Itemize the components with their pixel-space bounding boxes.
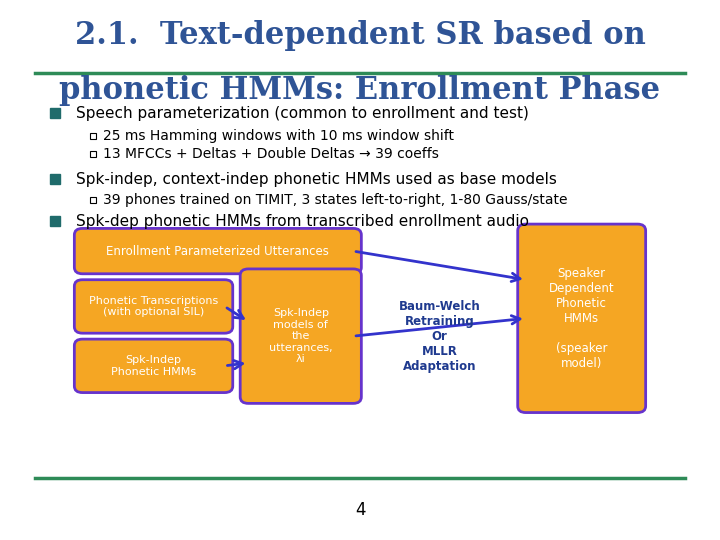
Text: Phonetic Transcriptions
(with optional SIL): Phonetic Transcriptions (with optional S… — [89, 295, 218, 317]
Text: Spk-dep phonetic HMMs from transcribed enrollment audio: Spk-dep phonetic HMMs from transcribed e… — [76, 214, 528, 229]
FancyBboxPatch shape — [74, 228, 361, 274]
Text: Enrollment Parameterized Utterances: Enrollment Parameterized Utterances — [107, 245, 329, 258]
Text: Spk-Indep
Phonetic HMMs: Spk-Indep Phonetic HMMs — [111, 355, 196, 377]
Text: 2.1.  Text-dependent SR based on: 2.1. Text-dependent SR based on — [75, 19, 645, 51]
Text: phonetic HMMs: Enrollment Phase: phonetic HMMs: Enrollment Phase — [60, 75, 660, 105]
Text: Spk-Indep
models of
the
utterances,
λi: Spk-Indep models of the utterances, λi — [269, 308, 333, 364]
Text: 25 ms Hamming windows with 10 ms window shift: 25 ms Hamming windows with 10 ms window … — [103, 129, 454, 143]
Text: Speaker
Dependent
Phonetic
HMMs

(speaker
model): Speaker Dependent Phonetic HMMs (speaker… — [549, 267, 614, 370]
FancyBboxPatch shape — [518, 224, 646, 413]
Text: 13 MFCCs + Deltas + Double Deltas → 39 coeffs: 13 MFCCs + Deltas + Double Deltas → 39 c… — [103, 147, 438, 161]
FancyBboxPatch shape — [240, 269, 361, 403]
Text: Speech parameterization (common to enrollment and test): Speech parameterization (common to enrol… — [76, 106, 528, 121]
Text: 4: 4 — [355, 501, 365, 519]
Text: 39 phones trained on TIMIT, 3 states left-to-right, 1-80 Gauss/state: 39 phones trained on TIMIT, 3 states lef… — [103, 193, 567, 207]
Text: Spk-indep, context-indep phonetic HMMs used as base models: Spk-indep, context-indep phonetic HMMs u… — [76, 172, 557, 187]
FancyBboxPatch shape — [74, 339, 233, 393]
FancyBboxPatch shape — [74, 280, 233, 333]
Text: Baum-Welch
Retraining
Or
MLLR
Adaptation: Baum-Welch Retraining Or MLLR Adaptation — [399, 300, 480, 373]
